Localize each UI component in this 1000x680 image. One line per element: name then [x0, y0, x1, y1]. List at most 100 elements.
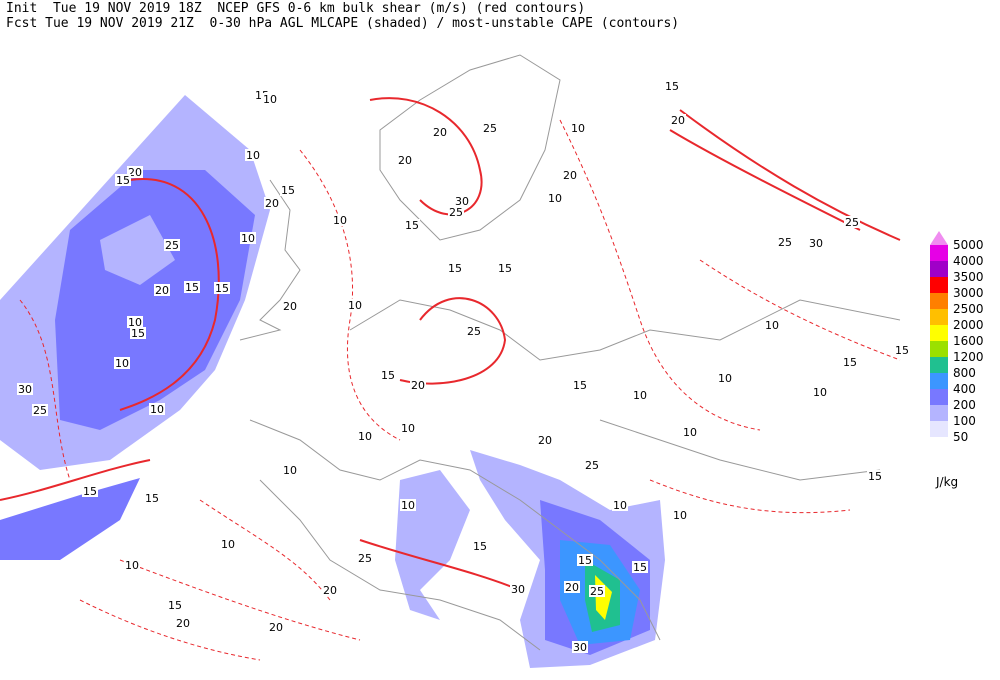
legend-unit: J/kg: [935, 475, 958, 489]
contour-label: 10: [348, 299, 362, 312]
contour-label: 20: [155, 284, 169, 297]
contour-label-bg: [124, 559, 140, 571]
contour-label-bg: [842, 356, 858, 368]
legend-swatch: [930, 373, 948, 389]
legend-label: 100: [953, 414, 976, 428]
legend-label: 400: [953, 382, 976, 396]
contour-label: 25: [585, 459, 599, 472]
contour-label: 15: [633, 561, 647, 574]
contour-label-bg: [264, 197, 280, 209]
contour-label-bg: [589, 585, 605, 597]
contour-label-bg: [564, 581, 580, 593]
contour-label: 20: [323, 584, 337, 597]
legend-swatch: [930, 421, 948, 437]
coastlines: [239, 54, 901, 651]
contour-label: 20: [671, 114, 685, 127]
legend-label: 1200: [953, 350, 984, 364]
contour-label-bg: [184, 281, 200, 293]
contour-label: 10: [333, 214, 347, 227]
contour-label: 15: [185, 281, 199, 294]
legend-label: 800: [953, 366, 976, 380]
contour-label: 15: [578, 554, 592, 567]
contour-label-bg: [175, 617, 191, 629]
contour-label: 20: [538, 434, 552, 447]
contour-label: 10: [125, 559, 139, 572]
contour-label: 25: [449, 206, 463, 219]
contour-label: 30: [809, 237, 823, 250]
contour-label: 15: [843, 356, 857, 369]
legend-label: 4000: [953, 254, 984, 268]
legend-label: 3500: [953, 270, 984, 284]
contour-label-bg: [268, 621, 284, 633]
legend-label: 2000: [953, 318, 984, 332]
contour-label: 15: [116, 174, 130, 187]
contour-label: 10: [813, 386, 827, 399]
contour-label-bg: [812, 386, 828, 398]
contour-label-bg: [894, 344, 910, 356]
contour-label: 25: [483, 122, 497, 135]
contour-label-bg: [410, 379, 426, 391]
contour-label: 20: [176, 617, 190, 630]
contour-label-bg: [466, 325, 482, 337]
legend-swatch: [930, 325, 948, 341]
cape-shading: [0, 95, 665, 668]
contour-label: 15: [868, 470, 882, 483]
shear-contours-dashed: [19, 119, 901, 661]
contour-label-bg: [397, 154, 413, 166]
contour-label-bg: [400, 422, 416, 434]
contour-label: 20: [411, 379, 425, 392]
contour-label-bg: [149, 403, 165, 415]
contour-label: 10: [128, 316, 142, 329]
contour-label-bg: [282, 464, 298, 476]
contour-label: 15: [281, 184, 295, 197]
contour-label-bg: [262, 93, 278, 105]
contour-label: 20: [269, 621, 283, 634]
contour-label: 10: [401, 499, 415, 512]
legend-swatch: [930, 231, 948, 245]
contour-label-bg: [497, 262, 513, 274]
contour-label: 20: [565, 581, 579, 594]
legend-swatch: [930, 405, 948, 421]
contour-label: 15: [405, 219, 419, 232]
legend-label: 50: [953, 430, 968, 444]
legend-swatch: [930, 341, 948, 357]
contour-label-bg: [632, 561, 648, 573]
shear-contours: [0, 97, 901, 591]
contour-label-bg: [154, 284, 170, 296]
contour-label-bg: [537, 434, 553, 446]
contour-label: 10: [246, 149, 260, 162]
contour-label-bg: [17, 383, 33, 395]
contour-label-bg: [808, 237, 824, 249]
contour-label: 10: [718, 372, 732, 385]
contour-label: 20: [433, 126, 447, 139]
contour-label-bg: [670, 114, 686, 126]
contour-label-bg: [584, 459, 600, 471]
legend-swatch: [930, 261, 948, 277]
contour-label-bg: [245, 149, 261, 161]
contour-label-bg: [332, 214, 348, 226]
contour-label-bg: [612, 499, 628, 511]
contour-label: 15: [895, 344, 909, 357]
contour-label-bg: [82, 485, 98, 497]
contour-label: 10: [115, 357, 129, 370]
contour-label-bg: [844, 216, 860, 228]
contour-label-bg: [167, 599, 183, 611]
contour-label: 20: [398, 154, 412, 167]
contour-label-bg: [380, 369, 396, 381]
contour-label-bg: [280, 184, 296, 196]
contour-label-bg: [357, 430, 373, 442]
contour-label-bg: [282, 300, 298, 312]
contour-label: 10: [683, 426, 697, 439]
legend-label: 2500: [953, 302, 984, 316]
contour-label-bg: [432, 126, 448, 138]
contour-label-bg: [570, 122, 586, 134]
contour-label-bg: [482, 122, 498, 134]
contour-label-bg: [454, 195, 470, 207]
legend-swatch: [930, 357, 948, 373]
legend-label: 1600: [953, 334, 984, 348]
contour-label: 15: [215, 282, 229, 295]
contour-label: 20: [265, 197, 279, 210]
contour-label: 10: [221, 538, 235, 551]
legend-swatch: [930, 277, 948, 293]
